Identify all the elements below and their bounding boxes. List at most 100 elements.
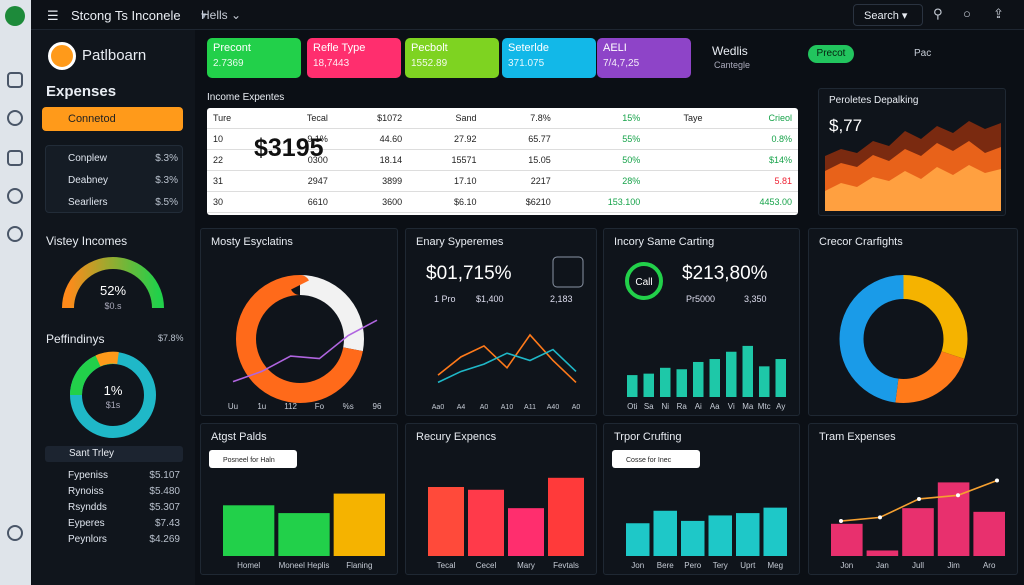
item-value: $.5%	[155, 197, 178, 208]
item-value: $5.107	[149, 470, 180, 481]
stat-icon	[552, 256, 584, 288]
gauge-label: 52%	[100, 283, 126, 298]
x-tick-label: Uprt	[740, 561, 756, 570]
toolbar-title: Wedlis	[712, 44, 748, 58]
table-cell: $6210	[482, 191, 557, 213]
gauge-label: 1%	[104, 383, 123, 398]
toolbar-button[interactable]: Precot	[808, 45, 854, 63]
x-tick-label: 96	[373, 402, 382, 411]
list-item[interactable]: Peynlors $4.269	[68, 534, 180, 545]
item-value: $.3%	[155, 175, 178, 186]
icon-strip	[0, 0, 31, 585]
item-value: $7.43	[154, 518, 180, 529]
item-value: $.3%	[155, 153, 178, 164]
donut-segment	[839, 275, 968, 403]
list-item[interactable]: Searliers $.5%	[68, 197, 178, 208]
x-tick-label: %s	[343, 402, 354, 411]
nav-icon[interactable]	[7, 226, 23, 242]
bar	[660, 367, 671, 397]
x-tick-label: Vi	[728, 402, 735, 411]
top-menu[interactable]: Hells ⌄	[201, 8, 242, 22]
nav-icon[interactable]	[7, 72, 23, 88]
share-icon[interactable]: ⇪	[993, 6, 1004, 21]
menu-icon[interactable]: ☰	[47, 8, 59, 23]
stat-card[interactable]: Seterlde 371.075	[502, 38, 596, 78]
stat-card[interactable]: Refle Type 18,7443	[307, 38, 401, 78]
stat-card[interactable]: Pecbolt 1552.89	[405, 38, 499, 78]
x-tick-label: Jan	[876, 561, 889, 570]
donut-segment	[236, 275, 364, 403]
table-cell: 3899	[333, 170, 409, 192]
bar	[508, 508, 544, 556]
panel-title: Tram Expenses	[819, 431, 896, 443]
item-name: Searliers	[68, 197, 108, 208]
bar	[866, 550, 899, 556]
x-tick-label: 1u	[257, 402, 266, 411]
item-name: Deabney	[68, 175, 109, 186]
nav-icon[interactable]	[7, 188, 23, 204]
item-name: Fypeniss	[68, 470, 109, 481]
x-tick-label: Aro	[983, 561, 996, 570]
search[interactable]: Search ▾	[853, 4, 923, 26]
list-item[interactable]: Deabney $.3%	[68, 175, 178, 186]
list-item[interactable]: Rynoiss $5.480	[68, 486, 180, 497]
x-tick-label: A40	[547, 404, 560, 411]
toolbar-tab[interactable]: Pac	[914, 48, 932, 59]
list-item[interactable]: Rsyndds $5.307	[68, 502, 180, 513]
top-bar: ☰ Stcong Ts Inconele ▾ Hells ⌄ Search ▾ …	[31, 0, 1024, 30]
line	[437, 348, 577, 384]
sidebar: Patlboarn Expenses Connetod Conplew $.3% …	[32, 30, 195, 585]
table-row: 10 9.1% 44.60 27.92 65.77 55% 0.8%	[207, 128, 798, 150]
gauge-title-value: $7.8%	[158, 333, 184, 343]
table-cell: 15%	[556, 108, 647, 129]
user-icon[interactable]: ⚲	[933, 6, 943, 21]
list-title: Sant Trley	[45, 446, 183, 462]
chart-panel: Atgst Palds Posneel for Haln Homel Moneel H…	[200, 423, 398, 575]
card-value: 7/4,7,25	[603, 58, 640, 69]
x-tick-label: Aa0	[432, 404, 445, 411]
line-point	[839, 519, 843, 524]
bar	[736, 513, 760, 556]
x-tick-label: Cecel	[476, 561, 497, 570]
stat-icon-ring	[625, 262, 663, 300]
stat-card[interactable]: AELI 7/4,7,25	[597, 38, 691, 78]
panel-title: Mosty Esyclatins	[211, 236, 293, 248]
x-tick-label: Ai	[695, 402, 702, 411]
table-row: 30 6610 3600 $6.10 $6210 153.100 4453.00	[207, 191, 798, 213]
nav-icon[interactable]	[7, 110, 23, 126]
x-tick-label: A0	[480, 404, 489, 411]
app-title[interactable]: Stcong Ts Inconele	[71, 8, 181, 23]
donut-segment	[839, 275, 968, 403]
stat-card[interactable]: Precont 2.7369	[207, 38, 301, 78]
card-value: 371.075	[508, 58, 545, 69]
stat-big: $01,715%	[426, 263, 512, 284]
item-name: Eyperes	[68, 518, 105, 529]
panel-title: Crecor Crarfights	[819, 236, 903, 248]
nav-icon[interactable]	[7, 525, 23, 541]
bar	[708, 515, 732, 556]
toolbar-sub: Cantegle	[714, 60, 751, 70]
list-item[interactable]: Conplew $.3%	[68, 153, 178, 164]
settings-icon[interactable]: ○	[963, 6, 971, 21]
table-cell: 0300	[267, 149, 334, 171]
connect-button[interactable]: Connetod	[42, 107, 183, 131]
nav-icon[interactable]	[7, 150, 23, 166]
line-point	[956, 493, 960, 498]
table-panel: Ture Tecal $1072 Sand 7.8% 15% Taye Crieol 10 9.1…	[207, 108, 798, 215]
bar	[653, 510, 677, 556]
x-tick-label: Ay	[776, 402, 785, 411]
chart-panel: Enary Syperemes $01,715% 1 Pro $1,400 2,183 A…	[405, 228, 597, 416]
card-value: 2.7369	[213, 58, 244, 69]
table-cell: 18.14	[333, 149, 409, 171]
bar	[223, 505, 275, 556]
x-tick-label: Pero	[684, 561, 701, 570]
line-point	[917, 496, 921, 501]
x-tick-label: Oti	[627, 402, 637, 411]
x-tick-label: Tecal	[437, 561, 456, 570]
table-cell: 65.77	[482, 128, 557, 150]
item-value: $5.307	[149, 502, 180, 513]
list-item[interactable]: Eyperes $7.43	[68, 518, 180, 529]
bar	[548, 477, 584, 556]
list-item[interactable]: Fypeniss $5.107	[68, 470, 180, 481]
